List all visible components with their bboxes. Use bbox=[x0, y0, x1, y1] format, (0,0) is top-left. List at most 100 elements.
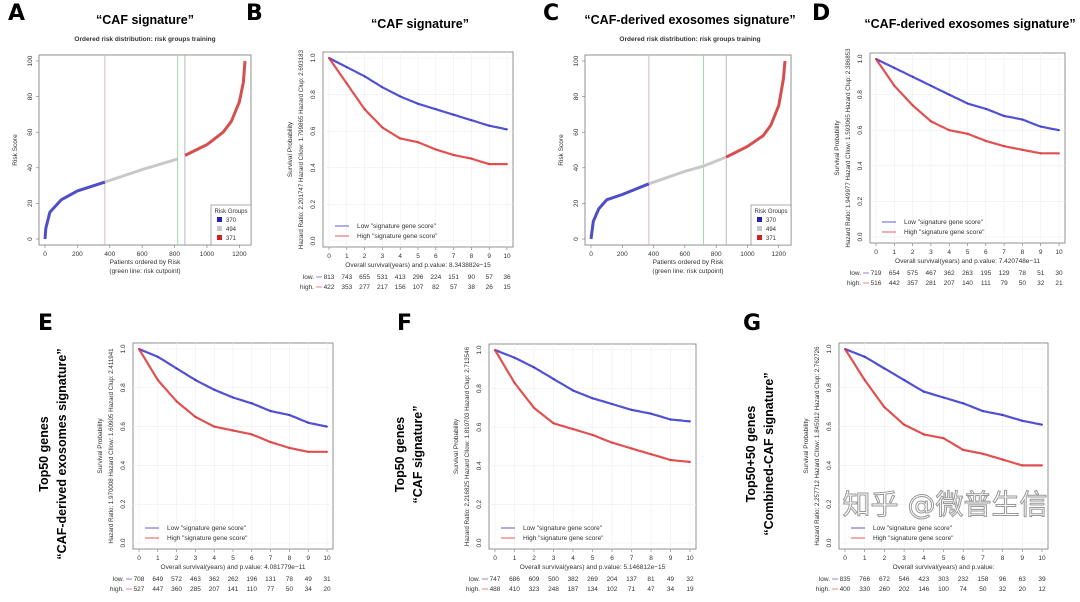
y-axis-label: Survival Probability bbox=[453, 418, 460, 474]
x-tick-label: 2 bbox=[175, 555, 179, 562]
legend-swatch bbox=[217, 217, 222, 222]
risk-table-low-count: 747 bbox=[490, 576, 501, 583]
risk-table-high-count: 110 bbox=[247, 586, 258, 593]
risk-table-low-label: low. bbox=[303, 274, 314, 281]
x-tick-label: 2 bbox=[883, 555, 887, 562]
risk-table-high-count: 26 bbox=[486, 284, 494, 291]
side-label: “Combined-CAF signature” bbox=[762, 372, 776, 535]
risk-table-low-count: 835 bbox=[840, 576, 851, 583]
risk-table-low-count: 362 bbox=[209, 576, 220, 583]
point-low bbox=[1001, 414, 1004, 416]
point-high bbox=[572, 428, 574, 431]
point-low bbox=[269, 410, 272, 412]
risk-curve-high bbox=[184, 60, 247, 157]
point-low bbox=[669, 418, 672, 421]
y-tick-label: 0.2 bbox=[476, 500, 483, 509]
x-axis-label: Overall survival(years) and p.value: 5.1… bbox=[520, 564, 666, 571]
risk-table-low-count: 686 bbox=[509, 576, 520, 583]
risk-table-high-count: 134 bbox=[587, 586, 598, 593]
point-low bbox=[288, 414, 291, 416]
risk-table-high-count: 146 bbox=[918, 586, 929, 593]
point-low bbox=[307, 421, 310, 424]
point-low bbox=[326, 425, 328, 428]
point-high bbox=[175, 400, 178, 403]
point-low bbox=[982, 410, 984, 412]
risk-table-high-count: 527 bbox=[134, 586, 145, 593]
risk-table-low-count: 129 bbox=[999, 270, 1010, 277]
risk-table-high-label: high. bbox=[110, 586, 124, 593]
y-tick-label: 60 bbox=[573, 128, 580, 136]
legend-swatch bbox=[217, 235, 222, 240]
point-low bbox=[345, 66, 348, 69]
risk-table-low-count: 655 bbox=[359, 274, 370, 281]
y-tick-label: 0.2 bbox=[120, 499, 127, 508]
x-tick-label: 7 bbox=[452, 253, 456, 260]
legend-label: Low "signature gene score" bbox=[904, 219, 984, 226]
point-high bbox=[630, 447, 633, 450]
x-tick-label: 4 bbox=[947, 249, 951, 256]
risk-table-high-count: 12 bbox=[1038, 586, 1046, 593]
y-tick-label: 0 bbox=[573, 237, 580, 241]
y-tick-label: 20 bbox=[573, 199, 580, 207]
y-tick-label: 0.0 bbox=[857, 232, 864, 241]
legend-swatch bbox=[757, 226, 762, 231]
point-low bbox=[533, 366, 535, 369]
x-tick-label: 8 bbox=[1021, 249, 1025, 256]
x-tick-label: 1 bbox=[892, 249, 896, 256]
x-tick-label: 1000 bbox=[200, 251, 215, 258]
x-tick-label: 8 bbox=[288, 555, 292, 562]
chart-subtitle: Ordered risk distribution: risk groups t… bbox=[74, 36, 215, 43]
point-high bbox=[552, 422, 555, 425]
legend-label: High "signature gene score" bbox=[523, 535, 604, 542]
point-low bbox=[513, 356, 516, 359]
legend-label: 494 bbox=[766, 227, 777, 233]
risk-table-high-count: 34 bbox=[305, 586, 313, 593]
point-low bbox=[232, 396, 234, 399]
point-low bbox=[863, 355, 866, 358]
x-tick-label: 800 bbox=[711, 251, 722, 258]
point-low bbox=[1003, 115, 1005, 117]
risk-table-low-count: 572 bbox=[171, 576, 182, 583]
point-high bbox=[922, 433, 925, 436]
x-tick-label: 4 bbox=[212, 555, 216, 562]
y-tick-label: 40 bbox=[573, 164, 580, 172]
x-tick-label: 9 bbox=[669, 555, 673, 562]
point-low bbox=[213, 388, 216, 391]
x-tick-label: 6 bbox=[610, 555, 614, 562]
hazard-stats: Hazard Ratio: 2.201747 Hazard CIlow: 1.7… bbox=[298, 49, 305, 249]
x-tick-label: 10 bbox=[1038, 555, 1046, 562]
risk-table-low-label: low. bbox=[469, 576, 480, 583]
risk-table-high-count: 323 bbox=[529, 586, 540, 593]
risk-table-low-count: 708 bbox=[134, 576, 145, 583]
x-tick-label: 8 bbox=[1001, 555, 1005, 562]
risk-table-low-count: 766 bbox=[859, 576, 870, 583]
point-low bbox=[250, 402, 253, 405]
point-low bbox=[175, 367, 178, 370]
risk-table-low-count: 672 bbox=[879, 576, 890, 583]
risk-table-high-count: 187 bbox=[568, 586, 579, 593]
risk-table-low-count: 546 bbox=[899, 576, 910, 583]
risk-table-low-count: 269 bbox=[587, 576, 598, 583]
risk-table-low-count: 131 bbox=[265, 576, 276, 583]
risk-table-low-count: 654 bbox=[889, 270, 900, 277]
y-tick-label: 0.0 bbox=[120, 538, 127, 547]
x-tick-label: 1 bbox=[345, 253, 349, 260]
point-high bbox=[194, 416, 197, 418]
risk-table-high-count: 34 bbox=[667, 586, 675, 593]
point-low bbox=[506, 128, 508, 131]
x-tick-label: 10 bbox=[686, 555, 694, 562]
point-high bbox=[250, 433, 253, 436]
risk-table-high-count: 50 bbox=[1019, 280, 1027, 287]
y-tick-label: 0.6 bbox=[310, 126, 317, 135]
point-low bbox=[591, 397, 594, 400]
legend-title: Risk Groups bbox=[214, 209, 247, 215]
risk-table-high-count: 447 bbox=[152, 586, 163, 593]
risk-table-low-count: 743 bbox=[341, 274, 352, 281]
point-high bbox=[156, 379, 159, 381]
legend-label: Low "signature gene score" bbox=[167, 525, 247, 532]
x-axis-label: Overall survival(years) and p.value: 4.0… bbox=[161, 564, 306, 571]
x-tick-label: 6 bbox=[961, 555, 965, 562]
x-tick-label: 9 bbox=[1020, 555, 1024, 562]
risk-table-high-count: 38 bbox=[468, 284, 476, 291]
panel-letter: D bbox=[812, 1, 830, 26]
